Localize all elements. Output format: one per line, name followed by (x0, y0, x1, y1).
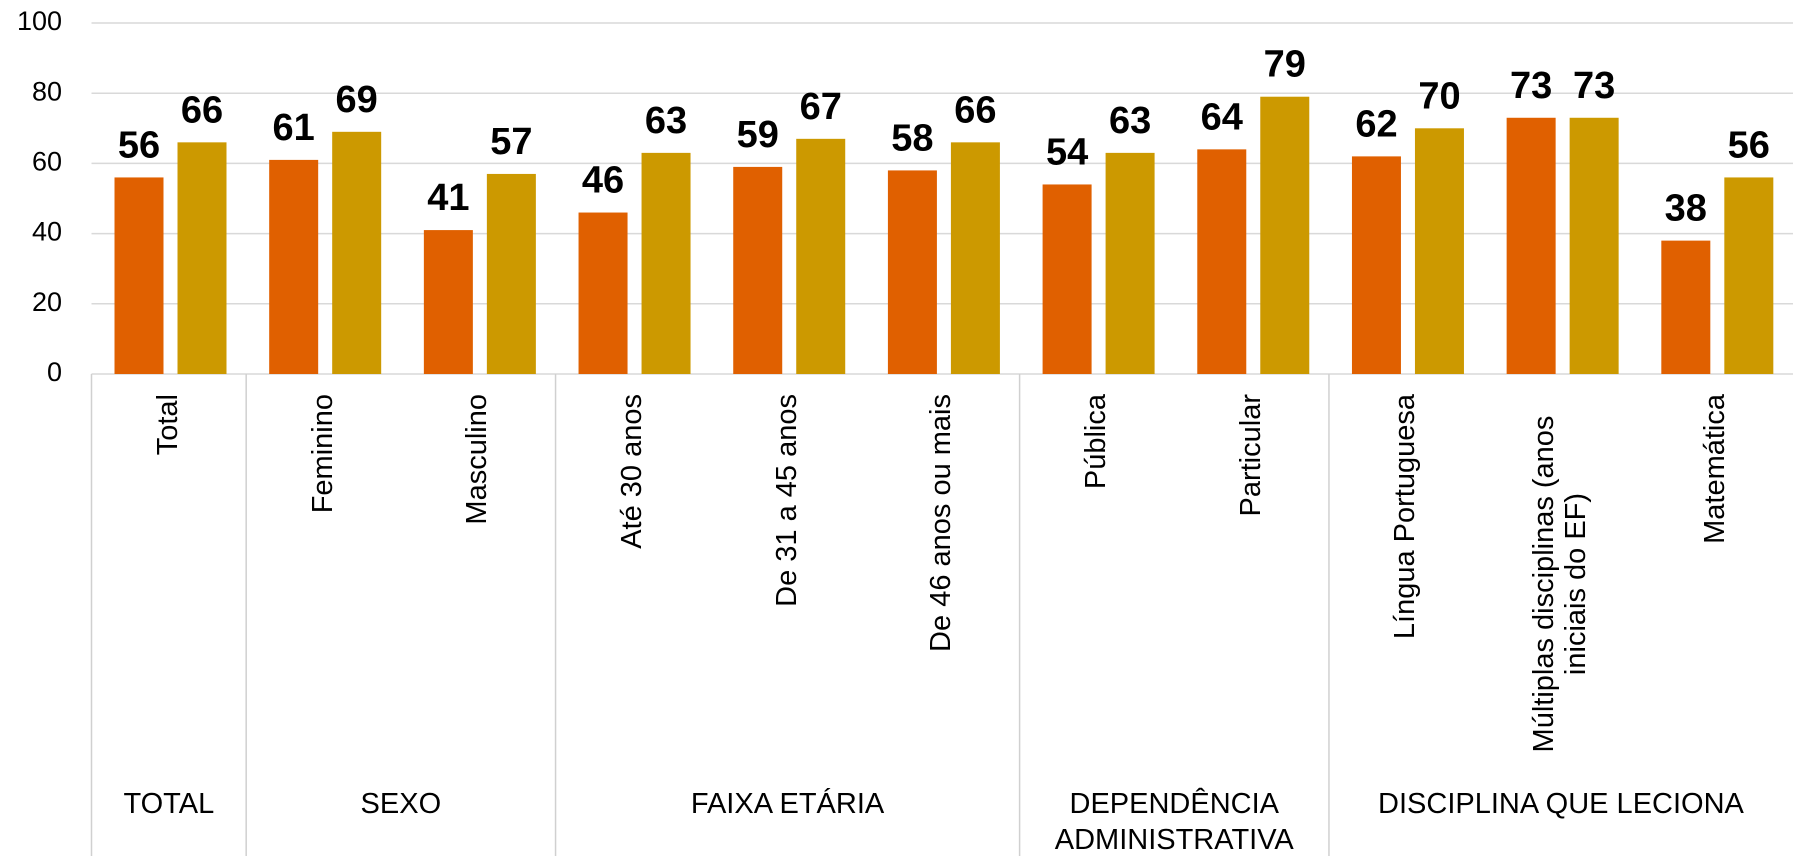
data-label: 69 (336, 79, 378, 121)
x-tick-label: De 31 a 45 anos (770, 394, 804, 774)
data-label: 61 (273, 107, 315, 149)
y-tick-label: 0 (47, 357, 62, 387)
x-tick-label-text: Língua Portuguesa (1389, 394, 1422, 640)
bar (332, 131, 382, 374)
x-tick-label: Feminino (306, 394, 340, 774)
data-label: 58 (891, 117, 933, 159)
bar (1042, 184, 1092, 374)
y-tick-label: 60 (32, 147, 62, 177)
data-label: 63 (645, 100, 687, 142)
data-label: 54 (1046, 131, 1088, 173)
data-label: 63 (1109, 100, 1151, 142)
group-label-text: DEPENDÊNCIA ADMINISTRATIVA (1054, 788, 1294, 856)
x-tick-label-text: Feminino (306, 394, 339, 514)
bar (486, 173, 536, 374)
group-label: DEPENDÊNCIA ADMINISTRATIVA (1020, 786, 1329, 856)
x-tick-label: Língua Portuguesa (1389, 394, 1422, 774)
group-label: DISCIPLINA QUE LECIONA (1329, 786, 1793, 822)
bar (1351, 156, 1401, 374)
bar (733, 166, 783, 374)
bar (1569, 117, 1619, 375)
group-label-text: DISCIPLINA QUE LECIONA (1378, 788, 1744, 820)
group-label-text: FAIXA ETÁRIA (690, 788, 885, 820)
bar (1260, 96, 1310, 375)
bar (796, 138, 846, 374)
bar (177, 142, 227, 374)
x-tick-label: De 46 anos ou mais (925, 394, 958, 774)
data-label: 56 (1728, 124, 1770, 166)
group-label: FAIXA ETÁRIA (556, 786, 1020, 822)
x-tick-label: Matemática (1698, 394, 1732, 774)
bar (1414, 128, 1464, 374)
data-label: 66 (181, 89, 223, 131)
bar (114, 177, 164, 374)
y-tick-label: 20 (32, 287, 62, 317)
data-label: 67 (800, 86, 842, 128)
bar (269, 159, 319, 374)
bar (641, 152, 691, 374)
x-tick-label: Total (151, 394, 185, 774)
data-label: 46 (582, 160, 624, 202)
x-tick-label-text: Múltiplas disciplinas (anos iniciais do … (1528, 415, 1592, 753)
x-tick-label-text: Masculino (461, 394, 494, 525)
x-tick-label: Até 30 anos (615, 394, 649, 774)
x-tick-label-text: Matemática (1698, 394, 1731, 544)
x-tick-label: Particular (1234, 394, 1268, 774)
bar (1105, 152, 1155, 374)
x-tick-label: Pública (1079, 394, 1113, 774)
data-label: 66 (954, 89, 996, 131)
bar (887, 170, 937, 374)
bar (1506, 117, 1556, 375)
data-label: 59 (737, 114, 779, 156)
bar (950, 142, 1000, 374)
data-label: 64 (1201, 96, 1243, 138)
bar (423, 230, 473, 374)
y-tick-label: 80 (32, 76, 62, 106)
x-tick-label: Múltiplas disciplinas (anos iniciais do … (1528, 394, 1593, 774)
x-tick-label-text: Até 30 anos (615, 394, 648, 549)
x-tick-label-text: De 46 anos ou mais (925, 394, 958, 652)
data-label: 57 (490, 121, 532, 163)
data-label: 62 (1355, 103, 1397, 145)
data-label: 56 (118, 124, 160, 166)
data-label: 70 (1418, 75, 1460, 117)
data-label: 73 (1573, 65, 1615, 107)
y-tick-label: 100 (17, 6, 62, 36)
x-tick-label: Masculino (461, 394, 494, 774)
bar (578, 212, 628, 374)
x-tick-label-text: Pública (1079, 394, 1112, 490)
group-label: SEXO (246, 786, 555, 822)
group-label-text: TOTAL (123, 788, 215, 820)
data-label: 41 (427, 177, 469, 219)
x-tick-label-text: Total (151, 394, 184, 456)
bar (1724, 177, 1774, 374)
data-label: 38 (1665, 188, 1707, 230)
group-label: TOTAL (92, 786, 247, 822)
x-tick-label-text: Particular (1234, 394, 1267, 517)
x-tick-label-text: De 31 a 45 anos (770, 394, 803, 607)
group-label-text: SEXO (360, 788, 442, 820)
data-label: 73 (1510, 65, 1552, 107)
bar (1661, 240, 1711, 374)
bar (1197, 149, 1247, 374)
data-label: 79 (1264, 44, 1306, 86)
y-tick-label: 40 (32, 217, 62, 247)
